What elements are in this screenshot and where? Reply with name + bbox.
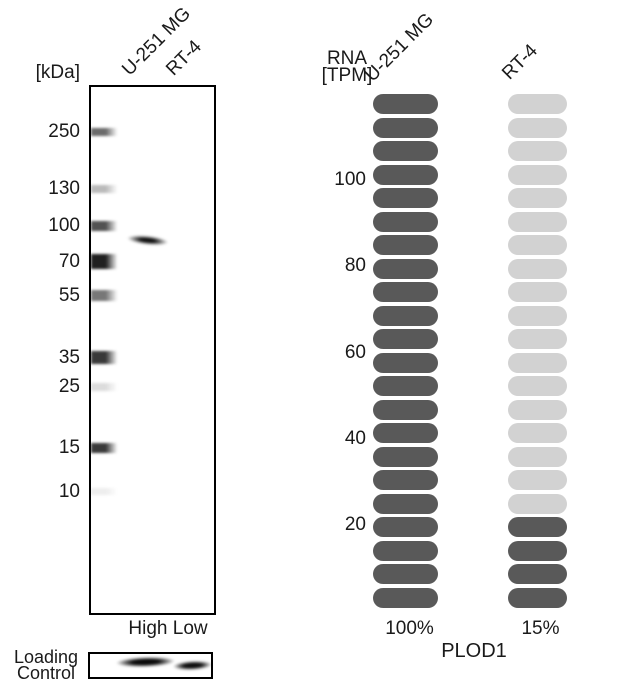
marker-label-100kda: 100: [48, 215, 80, 236]
y-tick-label-80: 80: [344, 255, 366, 277]
marker-label-10kda: 10: [58, 480, 80, 502]
pill-rt-4-14: [508, 423, 567, 443]
pill-u-251-mg-18: [373, 517, 438, 537]
y-tick-label-40: 40: [344, 427, 366, 449]
ladder-band-10kda: [91, 488, 118, 495]
pill-rt-4-9: [508, 306, 567, 326]
pill-rt-4-20: [508, 564, 567, 584]
pill-u-251-mg-2: [373, 141, 438, 161]
ladder-band-100kda: [91, 221, 118, 231]
pill-rt-4-12: [508, 376, 567, 396]
pill-u-251-mg-11: [373, 353, 438, 373]
marker-label-35kda: 35: [58, 346, 80, 368]
loading-control-label-line1: Loading: [13, 647, 79, 667]
pill-rt-4-17: [508, 494, 567, 514]
y-tick-label-60: 60: [344, 341, 366, 363]
pill-rt-4-6: [508, 235, 567, 255]
expression-level-caption: High Low: [128, 618, 208, 639]
pill-rt-4-1: [508, 118, 567, 138]
marker-label-55kda: 55: [58, 284, 80, 306]
pill-rt-4-3: [508, 165, 567, 185]
marker-label-130kda: 130: [48, 178, 80, 199]
pill-rt-4-18: [508, 517, 567, 537]
pill-u-251-mg-14: [373, 423, 438, 443]
pill-u-251-mg-3: [373, 165, 438, 185]
pill-u-251-mg-8: [373, 282, 438, 302]
pill-u-251-mg-10: [373, 329, 438, 349]
pill-u-251-mg-21: [373, 588, 438, 608]
pill-u-251-mg-1: [373, 118, 438, 138]
pill-rt-4-16: [508, 470, 567, 490]
pill-rt-4-10: [508, 329, 567, 349]
loading-control-label-line2: Control: [16, 663, 76, 683]
ladder-band-70kda: [91, 254, 118, 269]
ladder-band-55kda: [91, 290, 118, 301]
pill-rt-4-5: [508, 212, 567, 232]
pill-rt-4-0: [508, 94, 567, 114]
y-axis-title-line2: [TPM]: [321, 65, 373, 86]
pill-u-251-mg-4: [373, 188, 438, 208]
ladder-band-15kda: [91, 443, 118, 453]
pill-u-251-mg-16: [373, 470, 438, 490]
ladder-band-130kda: [91, 185, 118, 193]
marker-label-15kda: 15: [58, 437, 80, 458]
pill-rt-4-13: [508, 400, 567, 420]
pill-u-251-mg-17: [373, 494, 438, 514]
percent-label-rt4: 15%: [521, 618, 560, 639]
chart-column-label-u251mg: U-251 MG: [361, 9, 438, 87]
ladder-band-250kda: [91, 128, 118, 136]
pill-u-251-mg-13: [373, 400, 438, 420]
pill-u-251-mg-19: [373, 541, 438, 561]
y-axis-title: RNA [TPM]: [321, 48, 373, 86]
pill-rt-4-21: [508, 588, 567, 608]
pill-u-251-mg-9: [373, 306, 438, 326]
pill-rt-4-8: [508, 282, 567, 302]
pill-rt-4-7: [508, 259, 567, 279]
pill-u-251-mg-12: [373, 376, 438, 396]
pill-rt-4-15: [508, 447, 567, 467]
y-tick-label-100: 100: [334, 169, 366, 190]
pill-u-251-mg-20: [373, 564, 438, 584]
marker-label-70kda: 70: [58, 250, 80, 272]
pill-u-251-mg-0: [373, 94, 438, 114]
pill-u-251-mg-5: [373, 212, 438, 232]
pill-rt-4-11: [508, 353, 567, 373]
marker-label-250kda: 250: [48, 121, 80, 142]
western-blot-membrane: [89, 85, 216, 615]
gene-title: PLOD1: [441, 640, 507, 662]
pill-u-251-mg-15: [373, 447, 438, 467]
marker-label-25kda: 25: [58, 376, 80, 397]
kda-unit-label: [kDa]: [35, 62, 80, 83]
pill-rt-4-4: [508, 188, 567, 208]
pill-rt-4-2: [508, 141, 567, 161]
loading-control-label: Loading Control: [8, 647, 84, 683]
percent-label-u251mg: 100%: [385, 618, 434, 639]
pill-u-251-mg-7: [373, 259, 438, 279]
pill-rt-4-19: [508, 541, 567, 561]
pill-u-251-mg-6: [373, 235, 438, 255]
y-tick-label-20: 20: [344, 514, 366, 535]
y-axis-title-line1: RNA: [326, 48, 368, 69]
ladder-band-35kda: [91, 351, 118, 364]
ladder-band-25kda: [91, 383, 118, 391]
chart-column-label-rt4: RT-4: [498, 40, 542, 84]
